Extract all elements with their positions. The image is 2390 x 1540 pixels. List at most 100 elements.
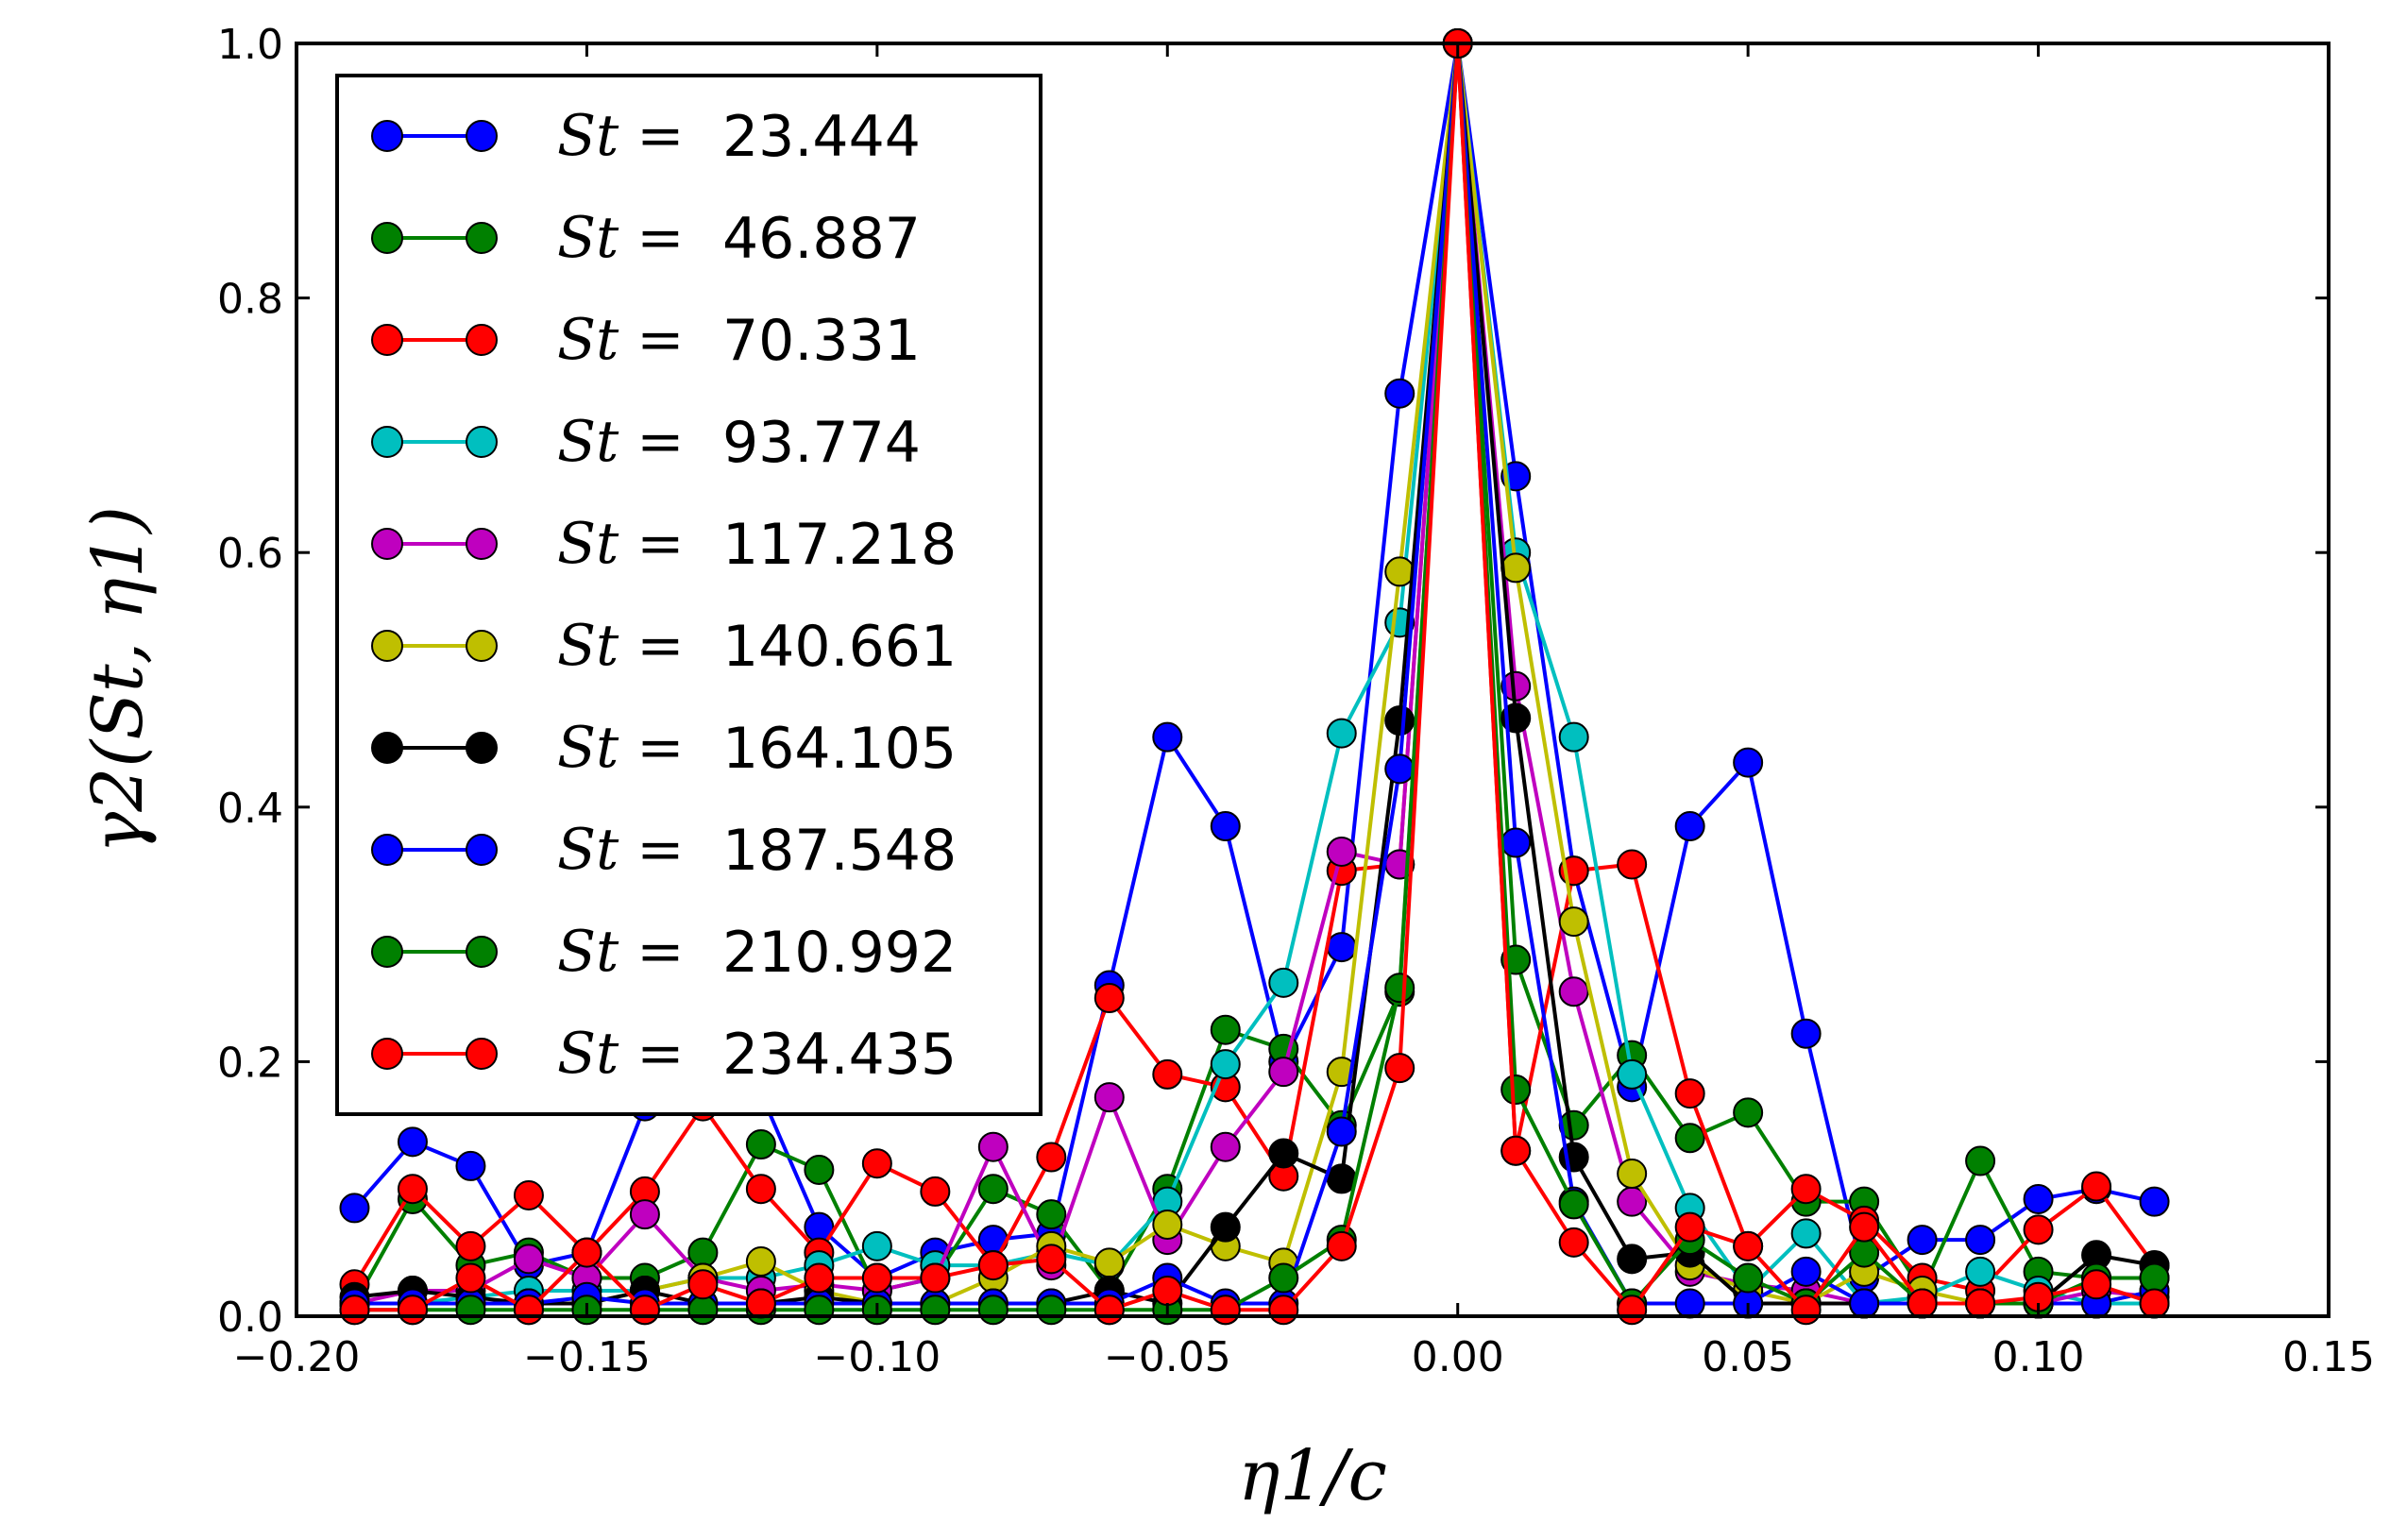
data-point [455,1150,486,1181]
data-point [1558,1189,1589,1220]
legend-label: 140.661 [722,614,957,680]
data-point [629,1295,660,1326]
data-point [920,1176,951,1207]
legend-marker [466,1038,498,1070]
data-point [1210,1211,1241,1243]
y-tick-label: 0.8 [217,276,283,324]
data-point [1210,1014,1241,1045]
data-point [1790,1256,1822,1287]
legend-marker [466,936,498,968]
x-tick-label: −0.20 [233,1333,361,1381]
legend-entry: St = 234.435 [371,1021,957,1088]
data-point [1093,1295,1125,1326]
data-point [1384,753,1415,785]
data-point [1674,1078,1705,1109]
y-tick-label: 0.4 [217,785,283,833]
data-point [687,1269,719,1300]
data-point [1210,1295,1241,1326]
legend-entry: St = 93.774 [371,409,921,476]
data-point [1384,556,1415,587]
y-tick-label: 0.6 [217,530,283,578]
y-axis-title: γ2(St, η1) [77,506,159,854]
data-point [804,1154,835,1185]
data-point [513,1295,544,1326]
data-point [1036,1295,1067,1326]
x-tick-label: 0.05 [1702,1333,1794,1381]
data-point [629,1199,660,1230]
data-point [1384,1053,1415,1084]
data-point [1674,1123,1705,1154]
legend-label: 46.887 [722,206,921,272]
data-point [1384,705,1415,736]
data-point [1268,1057,1299,1088]
data-point [339,1193,370,1224]
data-point [1558,976,1589,1007]
data-point [2139,1186,2170,1217]
data-point [687,1295,719,1326]
legend-entry: St = 164.105 [371,715,957,782]
data-point [1733,1097,1764,1128]
legend-marker [466,426,498,458]
data-point [1790,1218,1822,1249]
x-tick-label: −0.15 [523,1333,651,1381]
data-point [1384,973,1415,1004]
data-point [861,1262,892,1294]
data-point [1152,1276,1183,1307]
legend-prefix: St = [557,613,685,679]
data-point [1093,983,1125,1013]
data-point [1790,1018,1822,1049]
data-point [2081,1171,2112,1202]
data-point [1674,1288,1705,1319]
legend-prefix: St = [557,919,685,985]
legend-entry: St = 140.661 [371,613,957,680]
legend-label: 187.548 [722,818,957,884]
legend-entry: St = 46.887 [371,205,921,272]
data-point [920,1295,951,1326]
legend-marker [466,732,498,764]
data-point [1268,967,1299,998]
data-point [745,1174,776,1205]
data-point [745,1129,776,1160]
data-point [804,1262,835,1294]
data-point [977,1174,1009,1205]
data-point [2023,1214,2054,1245]
legend-entry: St = 23.444 [371,103,921,170]
data-point [1268,1138,1299,1169]
data-point [1500,1075,1532,1106]
x-tick-label: −0.05 [1104,1333,1231,1381]
ticks-layer: −0.20 −0.15 −0.10 −0.05 0.00 0.05 0.10 0.15 0.0 0… [217,21,2375,1381]
data-point [1849,1288,1880,1319]
data-point [920,1262,951,1294]
data-point [1210,811,1241,842]
legend-marker [371,1038,403,1070]
legend-marker [371,528,403,560]
data-point [1558,1227,1589,1258]
data-point [1558,906,1589,938]
y-tick-label: 0.0 [217,1294,283,1342]
data-point [455,1262,486,1294]
legend-label: 70.331 [722,308,921,374]
data-point [1093,1082,1125,1113]
data-point [339,1295,370,1326]
legend-prefix: St = [557,511,685,577]
legend-prefix: St = [557,1021,685,1087]
data-point [1733,1262,1764,1294]
legend-prefix: St = [557,205,685,271]
data-point [1617,1244,1648,1275]
data-point [1965,1256,1996,1287]
data-point [1326,1116,1357,1147]
legend-entry: St = 210.992 [371,919,957,986]
x-tick-label: 0.00 [1412,1333,1504,1381]
data-point [2081,1269,2112,1300]
data-point [2023,1183,2054,1214]
legend-label: 23.444 [722,104,921,170]
data-point [1210,1131,1241,1162]
legend-prefix: St = [557,817,685,883]
y-tick-label: 0.2 [217,1039,283,1087]
data-point [1326,1230,1357,1261]
series-layer [339,28,2170,1326]
data-point [1152,1209,1183,1240]
data-point [1617,1295,1648,1326]
data-point [571,1237,602,1268]
